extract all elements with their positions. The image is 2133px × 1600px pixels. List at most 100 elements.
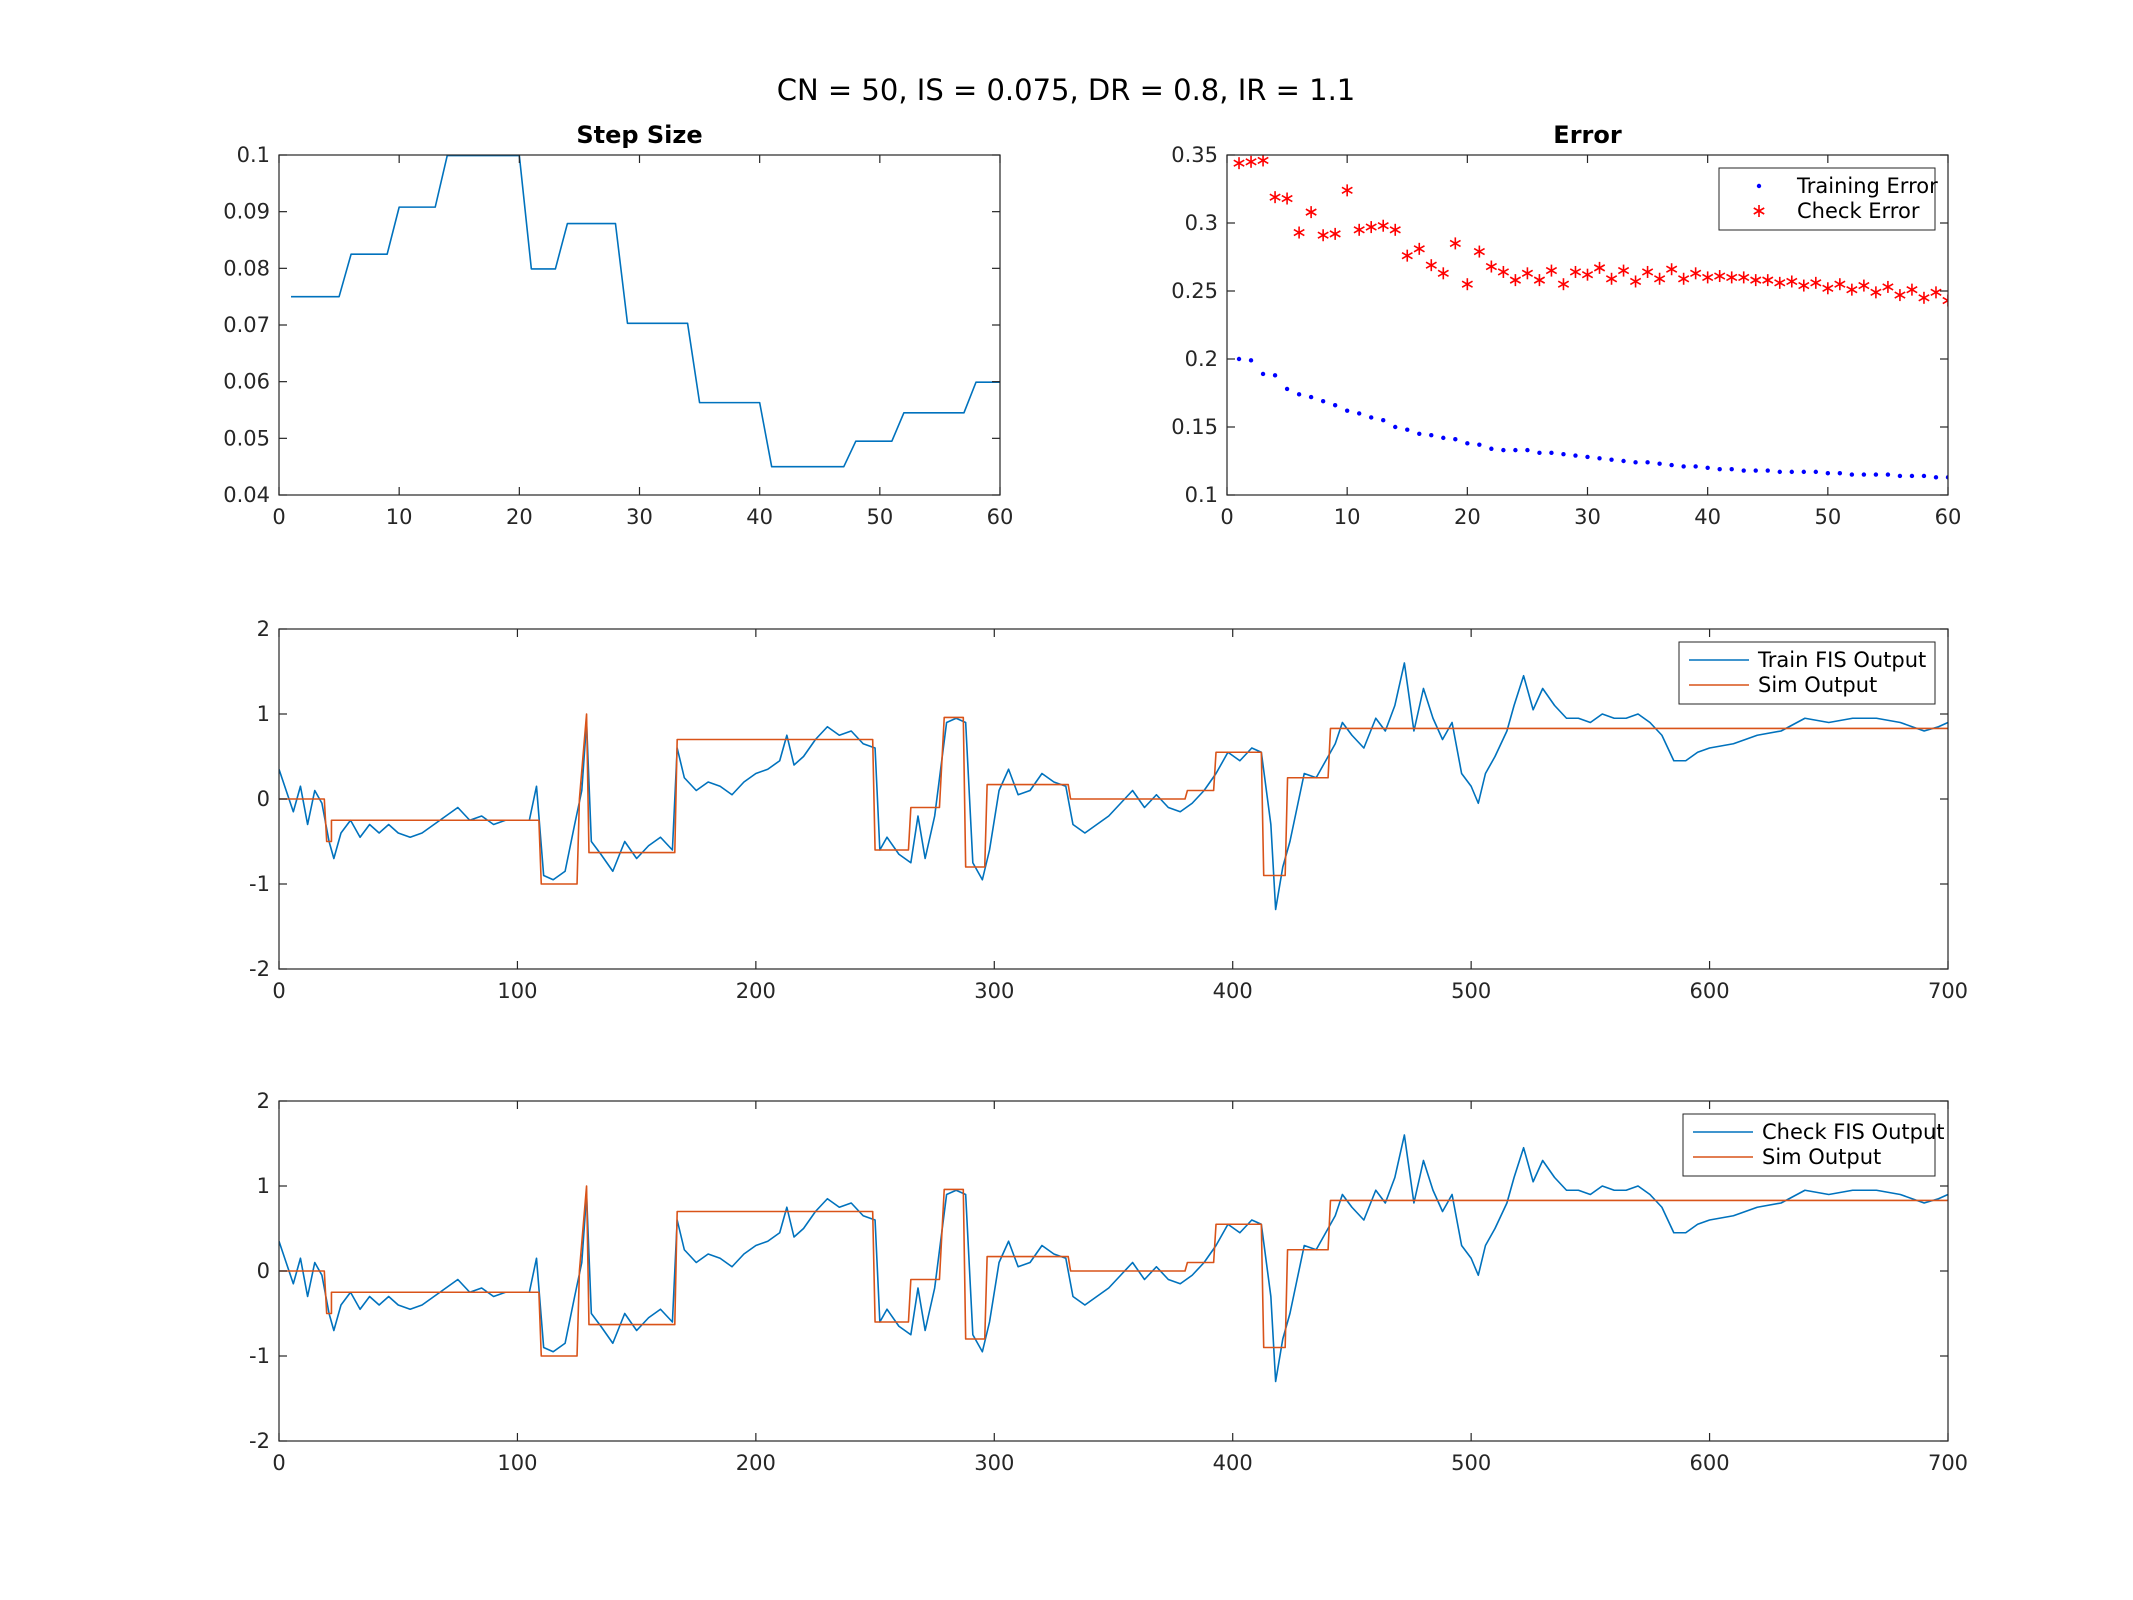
error-point-training-error bbox=[1933, 475, 1939, 480]
check-output-xtick-label: 500 bbox=[1451, 1451, 1491, 1475]
step-size-ytick-label: 0.05 bbox=[223, 426, 270, 450]
error-point-training-error bbox=[1657, 461, 1662, 466]
step-size-axes: Step Size 0 10 20 30 40 50 60 0.04 0.05 0.06 0.07 0.… bbox=[223, 121, 1013, 529]
train-output-ytick-label: 1 bbox=[257, 702, 270, 726]
error-point-check-error bbox=[1461, 278, 1473, 291]
error-point-check-error bbox=[1690, 267, 1702, 280]
error-point-check-error bbox=[1593, 261, 1606, 274]
error-point-training-error bbox=[1861, 472, 1867, 477]
train-output-ytick-label: 2 bbox=[257, 617, 270, 641]
error-point-training-error bbox=[1741, 468, 1746, 473]
error-point-training-error bbox=[1489, 446, 1494, 451]
train-output-line-sim-output bbox=[279, 713, 1948, 885]
error-point-check-error bbox=[1557, 278, 1570, 291]
error-point-check-error bbox=[1413, 242, 1425, 255]
train-output-ytick-label: -1 bbox=[249, 872, 270, 896]
error-point-check-error bbox=[1401, 249, 1413, 262]
check-output-line-sim-output bbox=[279, 1185, 1948, 1357]
error-point-training-error bbox=[1344, 408, 1350, 413]
error-point-training-error bbox=[1308, 394, 1314, 400]
error-point-training-error bbox=[1609, 457, 1614, 462]
error-point-training-error bbox=[1921, 473, 1927, 479]
error-point-training-error bbox=[1561, 452, 1566, 457]
error-xtick-label: 20 bbox=[1454, 505, 1481, 529]
error-point-check-error bbox=[1425, 259, 1437, 272]
error-point-check-error bbox=[1281, 192, 1293, 205]
error-ytick-label: 0.35 bbox=[1171, 143, 1218, 167]
error-point-check-error bbox=[1726, 271, 1738, 284]
error-point-training-error bbox=[1405, 427, 1410, 432]
error-point-training-error bbox=[1873, 472, 1879, 477]
error-point-check-error bbox=[1257, 155, 1269, 167]
error-xtick-label: 50 bbox=[1814, 505, 1841, 529]
error-point-training-error bbox=[1369, 415, 1374, 420]
error-point-check-error bbox=[1377, 219, 1389, 232]
error-point-training-error bbox=[1320, 398, 1326, 404]
error-point-check-error bbox=[1569, 265, 1582, 278]
error-point-training-error bbox=[1765, 468, 1770, 473]
error-point-training-error bbox=[1693, 464, 1698, 469]
error-point-check-error bbox=[1605, 272, 1618, 285]
step-size-ytick-label: 0.07 bbox=[223, 313, 270, 337]
check-output-legend-label-sim-output: Sim Output bbox=[1762, 1145, 1881, 1169]
error-legend-label-check-error: Check Error bbox=[1797, 199, 1920, 223]
train-output-xtick-label: 400 bbox=[1213, 979, 1253, 1003]
error-point-training-error bbox=[1729, 466, 1734, 472]
train-output-xtick-label: 700 bbox=[1928, 979, 1968, 1003]
error-point-training-error bbox=[1777, 469, 1782, 475]
error-point-training-error bbox=[1645, 460, 1650, 465]
error-point-training-error bbox=[1813, 469, 1819, 475]
error-point-training-error bbox=[1801, 469, 1807, 475]
step-size-ytick-label: 0.04 bbox=[223, 483, 270, 507]
error-ytick-label: 0.15 bbox=[1171, 415, 1218, 439]
error-point-training-error bbox=[1621, 458, 1626, 464]
error-point-check-error bbox=[1786, 275, 1798, 288]
error-point-check-error bbox=[1750, 274, 1762, 287]
error-point-check-error bbox=[1545, 264, 1558, 277]
error-point-training-error bbox=[1633, 460, 1638, 465]
train-output-xtick-label: 500 bbox=[1451, 979, 1491, 1003]
error-point-training-error bbox=[1381, 418, 1386, 423]
error-legend-swatch-training-error bbox=[1756, 183, 1762, 189]
step-size-line-step-size-series-0 bbox=[291, 155, 1000, 468]
step-size-xtick-label: 20 bbox=[506, 505, 533, 529]
error-point-training-error bbox=[1465, 441, 1470, 446]
error-point-training-error bbox=[1849, 472, 1855, 477]
error-point-check-error bbox=[1269, 191, 1281, 204]
error-point-training-error bbox=[1585, 454, 1590, 460]
check-output-xtick-label: 100 bbox=[497, 1451, 537, 1475]
error-point-check-error bbox=[1629, 275, 1642, 288]
error-point-check-error bbox=[1930, 286, 1942, 299]
error-point-check-error bbox=[1762, 274, 1774, 287]
error-point-check-error bbox=[1365, 221, 1377, 234]
check-output-legend-box bbox=[1682, 1113, 1936, 1177]
check-output-xtick-label: 700 bbox=[1928, 1451, 1968, 1475]
error-point-check-error bbox=[1485, 260, 1497, 273]
step-size-xtick-label: 40 bbox=[746, 505, 773, 529]
error-point-training-error bbox=[1272, 373, 1278, 378]
check-output-xtick-label: 0 bbox=[272, 1451, 285, 1475]
train-output-legend-label-sim-output: Sim Output bbox=[1758, 673, 1877, 697]
error-point-check-error bbox=[1738, 271, 1750, 284]
error-point-check-error bbox=[1822, 282, 1834, 295]
error-point-check-error bbox=[1870, 286, 1882, 299]
error-point-check-error bbox=[1798, 279, 1810, 292]
error-point-training-error bbox=[1885, 472, 1891, 477]
error-point-check-error bbox=[1329, 227, 1341, 240]
error-point-check-error bbox=[1245, 155, 1257, 168]
error-point-training-error bbox=[1393, 424, 1398, 430]
train-output-xtick-label: 300 bbox=[974, 979, 1014, 1003]
error-point-training-error bbox=[1549, 450, 1554, 456]
error-point-training-error bbox=[1681, 464, 1686, 469]
error-point-check-error bbox=[1233, 157, 1245, 170]
error-point-check-error bbox=[1714, 270, 1726, 283]
error-point-training-error bbox=[1477, 442, 1482, 447]
error-point-check-error bbox=[1437, 267, 1449, 280]
error-legend-label-training-error: Training Error bbox=[1796, 174, 1938, 198]
check-output-data bbox=[279, 1134, 1948, 1383]
step-size-xtick-label: 0 bbox=[272, 505, 285, 529]
error-point-check-error bbox=[1449, 237, 1461, 250]
